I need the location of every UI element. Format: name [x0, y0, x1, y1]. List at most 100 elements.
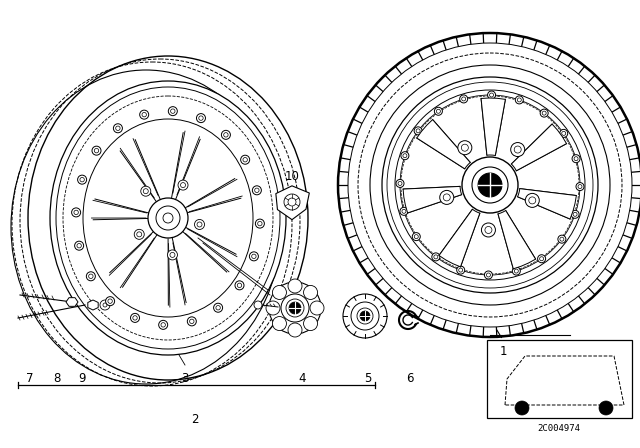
Circle shape: [416, 129, 420, 133]
Circle shape: [273, 317, 287, 331]
Circle shape: [485, 227, 492, 233]
Text: 9: 9: [78, 372, 86, 385]
Circle shape: [412, 233, 420, 241]
Circle shape: [382, 77, 598, 293]
Circle shape: [168, 107, 177, 116]
Circle shape: [576, 183, 584, 190]
Circle shape: [540, 109, 548, 117]
Circle shape: [606, 405, 612, 411]
Circle shape: [357, 308, 373, 324]
Circle shape: [131, 314, 140, 323]
Circle shape: [255, 188, 259, 193]
Circle shape: [196, 114, 205, 123]
Circle shape: [538, 255, 546, 263]
Circle shape: [515, 96, 524, 104]
Circle shape: [578, 185, 582, 189]
Circle shape: [258, 221, 262, 226]
Circle shape: [572, 155, 580, 163]
Circle shape: [486, 273, 490, 277]
Circle shape: [197, 222, 202, 227]
Circle shape: [137, 232, 141, 237]
Polygon shape: [439, 209, 480, 267]
Circle shape: [273, 285, 287, 299]
Circle shape: [188, 317, 196, 326]
Circle shape: [178, 180, 188, 190]
Circle shape: [400, 207, 408, 215]
Circle shape: [161, 323, 165, 327]
Circle shape: [288, 323, 302, 337]
Circle shape: [171, 109, 175, 113]
Circle shape: [540, 257, 543, 261]
Circle shape: [522, 405, 528, 411]
Circle shape: [281, 294, 309, 322]
Circle shape: [103, 303, 107, 307]
Circle shape: [92, 146, 101, 155]
Bar: [487, 340, 632, 418]
Circle shape: [517, 98, 522, 102]
Circle shape: [434, 255, 438, 259]
Circle shape: [458, 141, 472, 155]
Circle shape: [571, 210, 579, 218]
Circle shape: [444, 194, 451, 201]
Circle shape: [148, 198, 188, 238]
Circle shape: [560, 237, 564, 241]
Circle shape: [288, 279, 302, 293]
Circle shape: [288, 198, 296, 206]
Circle shape: [89, 274, 93, 279]
Ellipse shape: [83, 119, 253, 317]
Circle shape: [195, 220, 205, 229]
Circle shape: [100, 300, 110, 310]
Circle shape: [338, 33, 640, 337]
Circle shape: [286, 299, 304, 317]
Circle shape: [542, 111, 546, 115]
Circle shape: [478, 173, 502, 197]
Circle shape: [515, 269, 518, 273]
Circle shape: [143, 189, 148, 194]
Circle shape: [573, 212, 577, 216]
Circle shape: [472, 167, 508, 203]
Circle shape: [237, 283, 242, 288]
Polygon shape: [66, 297, 78, 306]
Circle shape: [224, 133, 228, 137]
Polygon shape: [417, 120, 470, 169]
Circle shape: [436, 109, 440, 113]
Circle shape: [558, 235, 566, 243]
Circle shape: [141, 186, 151, 196]
Circle shape: [216, 306, 220, 310]
Circle shape: [401, 152, 409, 159]
Text: 3: 3: [181, 372, 189, 385]
Polygon shape: [511, 124, 566, 171]
Text: 10: 10: [285, 170, 300, 183]
Circle shape: [252, 186, 261, 195]
Circle shape: [159, 320, 168, 329]
Circle shape: [414, 127, 422, 135]
Circle shape: [488, 91, 495, 99]
Polygon shape: [88, 300, 98, 310]
Circle shape: [525, 194, 540, 207]
Circle shape: [435, 107, 442, 115]
Circle shape: [395, 90, 585, 280]
Circle shape: [134, 229, 144, 239]
Polygon shape: [518, 189, 577, 219]
Circle shape: [75, 241, 84, 250]
Circle shape: [74, 210, 78, 215]
Circle shape: [560, 129, 568, 138]
Text: 6: 6: [406, 372, 413, 385]
Circle shape: [214, 303, 223, 312]
Circle shape: [94, 148, 99, 153]
Circle shape: [243, 158, 247, 162]
Circle shape: [113, 124, 122, 133]
Circle shape: [116, 126, 120, 130]
Text: 2C004974: 2C004974: [538, 424, 580, 433]
Circle shape: [255, 219, 264, 228]
Circle shape: [396, 180, 404, 187]
Circle shape: [235, 281, 244, 290]
Circle shape: [106, 297, 115, 306]
Circle shape: [414, 235, 419, 239]
Circle shape: [86, 272, 95, 281]
Circle shape: [562, 131, 566, 135]
Circle shape: [303, 317, 317, 331]
Text: 5: 5: [364, 372, 372, 385]
Circle shape: [511, 142, 525, 156]
Ellipse shape: [50, 81, 286, 355]
